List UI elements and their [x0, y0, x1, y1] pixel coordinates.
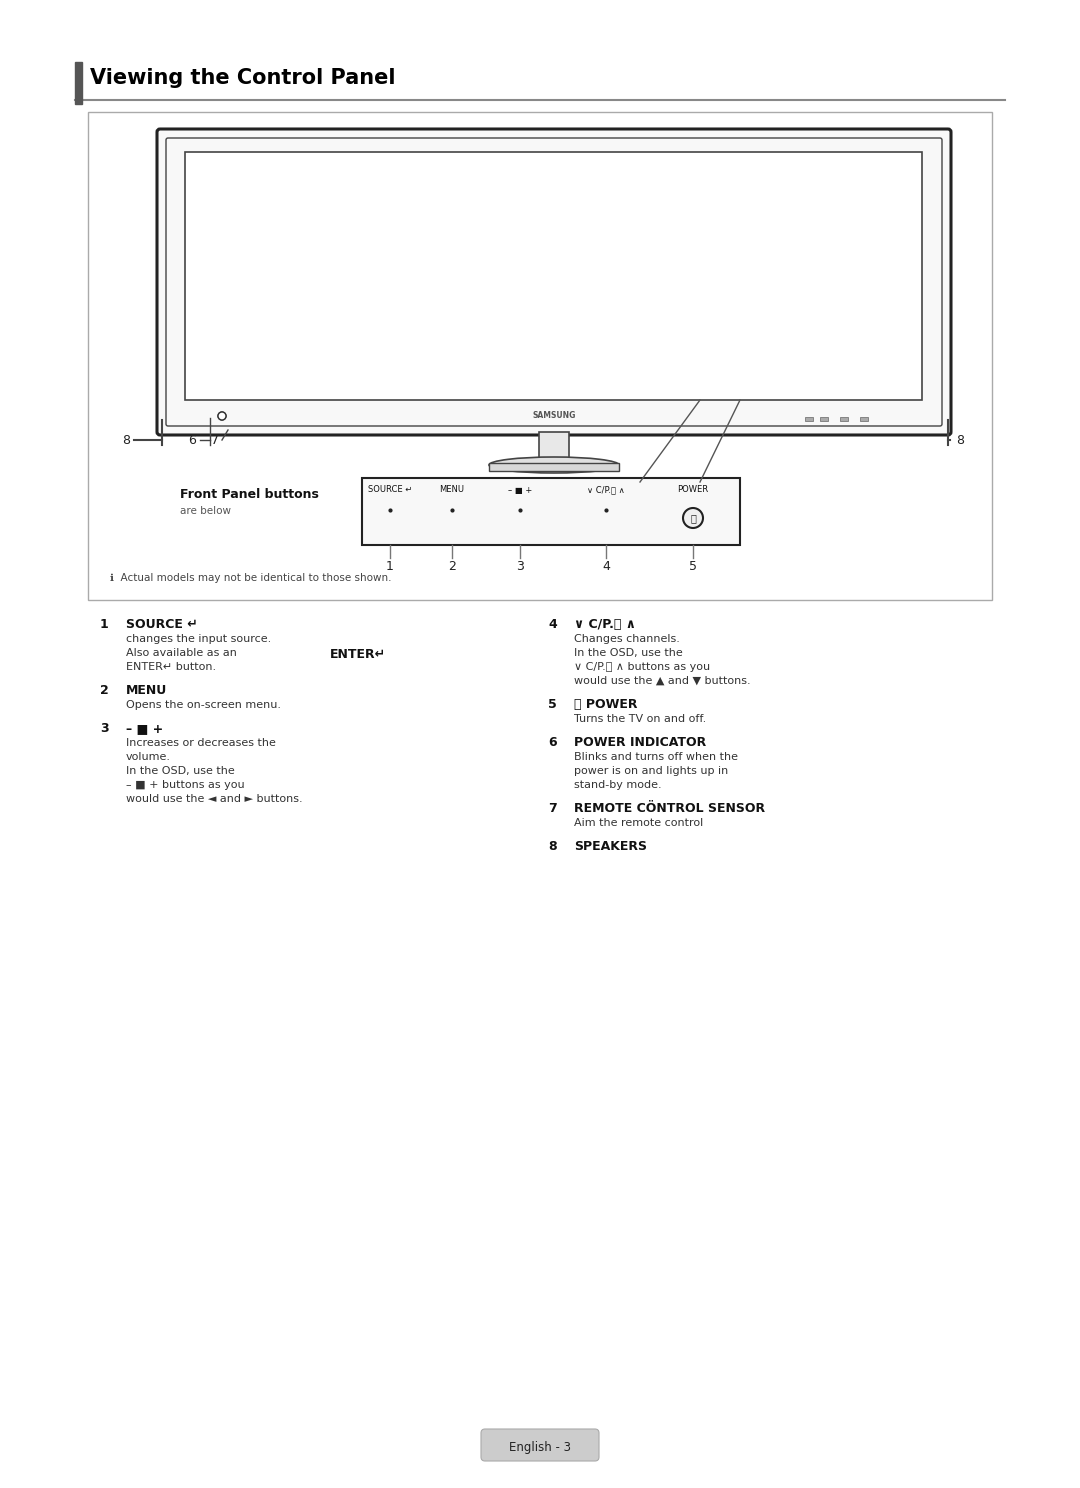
Text: 3: 3 — [516, 559, 524, 573]
Text: – ■ +: – ■ + — [126, 722, 163, 735]
Text: 8: 8 — [122, 433, 130, 446]
Text: REMOTE CÖNTROL SENSOR: REMOTE CÖNTROL SENSOR — [573, 802, 765, 815]
Text: would use the ◄ and ► buttons.: would use the ◄ and ► buttons. — [126, 795, 302, 804]
Text: power is on and lights up in: power is on and lights up in — [573, 766, 728, 777]
Text: 1: 1 — [386, 559, 394, 573]
Text: Viewing the Control Panel: Viewing the Control Panel — [90, 68, 395, 88]
Text: In the OSD, use the: In the OSD, use the — [126, 766, 234, 777]
Text: ENTER↵ button.: ENTER↵ button. — [126, 662, 216, 673]
Text: Opens the on-screen menu.: Opens the on-screen menu. — [126, 699, 281, 710]
Text: Aim the remote control: Aim the remote control — [573, 818, 703, 827]
Text: 4: 4 — [548, 618, 557, 631]
Bar — [185, 152, 922, 400]
Text: 6: 6 — [188, 433, 195, 446]
Text: English - 3: English - 3 — [509, 1440, 571, 1454]
Text: POWER: POWER — [677, 485, 708, 494]
Bar — [820, 417, 828, 421]
Text: ENTER↵: ENTER↵ — [330, 647, 387, 661]
Text: POWER INDICATOR: POWER INDICATOR — [573, 737, 706, 748]
FancyBboxPatch shape — [157, 129, 951, 434]
Bar — [860, 417, 868, 421]
Text: In the OSD, use the: In the OSD, use the — [573, 647, 683, 658]
Text: 3: 3 — [100, 722, 109, 735]
Text: SOURCE ↵: SOURCE ↵ — [126, 618, 198, 631]
Circle shape — [683, 507, 703, 528]
Text: 8: 8 — [548, 841, 556, 853]
Text: are below: are below — [180, 506, 231, 516]
Bar — [840, 417, 848, 421]
Text: 2: 2 — [448, 559, 456, 573]
Text: ⏻ POWER: ⏻ POWER — [573, 698, 637, 711]
Text: MENU: MENU — [126, 684, 167, 696]
Text: – ■ + buttons as you: – ■ + buttons as you — [126, 780, 245, 790]
Bar — [805, 417, 813, 421]
Text: Increases or decreases the: Increases or decreases the — [126, 738, 275, 748]
Text: 4: 4 — [602, 559, 610, 573]
Bar — [489, 463, 619, 472]
Text: ∨ C/P.⌛ ∧ buttons as you: ∨ C/P.⌛ ∧ buttons as you — [573, 662, 711, 673]
Text: ∨ C/P.⌛ ∧: ∨ C/P.⌛ ∧ — [573, 618, 636, 631]
Bar — [539, 432, 569, 460]
Circle shape — [218, 412, 226, 420]
FancyBboxPatch shape — [481, 1428, 599, 1461]
Text: Blinks and turns off when the: Blinks and turns off when the — [573, 751, 738, 762]
Text: ∨ C/P.⌛ ∧: ∨ C/P.⌛ ∧ — [588, 485, 625, 494]
Text: 5: 5 — [689, 559, 697, 573]
Text: SAMSUNG: SAMSUNG — [532, 411, 576, 420]
Text: Also available as an: Also available as an — [126, 647, 237, 658]
Text: 6: 6 — [548, 737, 556, 748]
Text: would use the ▲ and ▼ buttons.: would use the ▲ and ▼ buttons. — [573, 676, 751, 686]
Text: 7: 7 — [548, 802, 557, 815]
Text: changes the input source.: changes the input source. — [126, 634, 271, 644]
Bar — [87, 112, 993, 600]
Text: ℹ  Actual models may not be identical to those shown.: ℹ Actual models may not be identical to … — [110, 573, 391, 583]
Text: Changes channels.: Changes channels. — [573, 634, 680, 644]
Text: Front Panel buttons: Front Panel buttons — [180, 488, 319, 501]
Bar — [75, 62, 82, 104]
Text: 5: 5 — [548, 698, 557, 711]
Text: 1: 1 — [100, 618, 109, 631]
Text: MENU: MENU — [440, 485, 464, 494]
Bar — [362, 478, 740, 545]
Text: – ■ +: – ■ + — [508, 485, 532, 494]
Text: SPEAKERS: SPEAKERS — [573, 841, 647, 853]
Text: ⏻: ⏻ — [690, 513, 696, 522]
Text: SOURCE ↵: SOURCE ↵ — [368, 485, 413, 494]
Text: 2: 2 — [100, 684, 109, 696]
Ellipse shape — [489, 457, 619, 473]
Text: volume.: volume. — [126, 751, 171, 762]
Text: 8: 8 — [956, 433, 964, 446]
Text: stand-by mode.: stand-by mode. — [573, 780, 662, 790]
Circle shape — [218, 412, 226, 420]
Text: 7: 7 — [211, 433, 219, 446]
Text: Turns the TV on and off.: Turns the TV on and off. — [573, 714, 706, 725]
